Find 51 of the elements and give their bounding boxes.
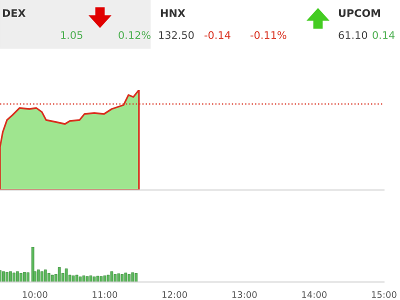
bar	[36, 270, 40, 282]
bar	[40, 271, 44, 282]
bar	[82, 275, 86, 282]
bar	[2, 271, 5, 282]
text: 132.50	[159, 31, 194, 40]
bar	[58, 267, 61, 282]
bar	[117, 273, 120, 282]
bar	[72, 275, 75, 282]
bar	[96, 276, 100, 282]
bar	[78, 276, 82, 282]
text: -0.14	[204, 31, 230, 40]
bar	[120, 274, 124, 282]
bar	[131, 272, 134, 282]
bar	[75, 274, 78, 282]
text: 1.05	[61, 31, 82, 40]
bar	[16, 271, 19, 282]
bar	[12, 272, 16, 282]
text: HNX	[160, 9, 186, 17]
x-tick-label: 14:00	[302, 291, 327, 298]
text: 0.14	[372, 31, 395, 40]
bar	[114, 274, 117, 282]
bar	[31, 247, 34, 282]
bar	[9, 271, 12, 282]
x-tick-label: 15:00	[372, 291, 396, 298]
text: -0.11%	[250, 31, 286, 40]
bar	[110, 271, 114, 282]
text: UPCOM	[338, 9, 380, 18]
x-tick-label: 13:00	[232, 291, 257, 298]
text: 61.10	[338, 31, 368, 40]
bar	[89, 275, 92, 282]
x-tick-label: 11:00	[92, 291, 118, 298]
bar	[26, 272, 30, 282]
bar	[86, 276, 89, 282]
bar	[92, 276, 96, 282]
bar	[50, 274, 54, 282]
bar	[134, 273, 138, 282]
bar	[23, 272, 26, 282]
bar	[44, 270, 47, 282]
text: DEX	[2, 9, 26, 17]
bar	[124, 272, 128, 282]
x-tick-label: 10:00	[22, 291, 48, 298]
bar	[103, 275, 106, 282]
bar	[128, 274, 131, 282]
x-tick-label: 12:00	[162, 291, 187, 298]
bar	[20, 273, 22, 282]
text: 0.12%	[118, 31, 151, 40]
bar	[100, 276, 103, 282]
bar	[47, 273, 50, 282]
bar	[106, 274, 110, 282]
bar	[6, 272, 8, 282]
bar	[64, 268, 68, 282]
